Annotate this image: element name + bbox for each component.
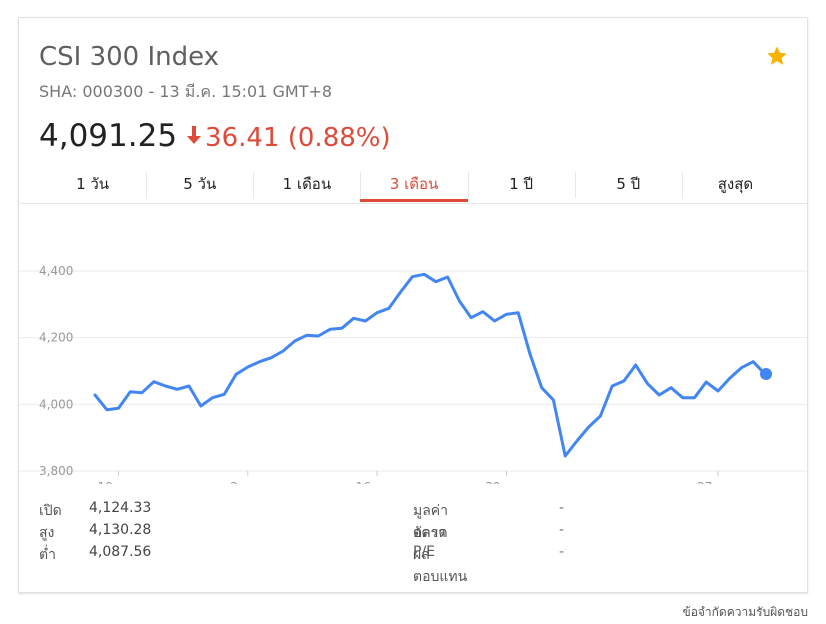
tab-range-1[interactable]: 5 วัน xyxy=(146,168,253,202)
tab-range-4[interactable]: 1 ปี xyxy=(467,168,575,202)
y-tick-label-2: 4,000 xyxy=(39,397,73,411)
tab-range-6[interactable]: สูงสุด xyxy=(681,168,789,202)
stat-value-pe-ratio: - xyxy=(559,522,565,538)
y-tick-label-1: 4,200 xyxy=(39,331,73,345)
stat-label-yield: ผลตอบแทน xyxy=(413,547,468,585)
x-tick-label-3: 30 ม.ค. xyxy=(485,480,528,484)
tabs-divider xyxy=(19,203,807,204)
stat-label-market-cap: มูลค่าตลาด xyxy=(413,503,449,541)
stock-card: CSI 300 Index SHA: 000300 - 13 มี.ค. 15:… xyxy=(18,17,808,593)
range-tabs: 1 วัน 5 วัน 1 เดือน 3 เดือน 1 ปี 5 ปี สูงสุด xyxy=(39,168,789,202)
arrow-down-icon xyxy=(187,125,202,149)
price-chart[interactable]: 4,400 4,200 4,000 3,800 19 ธ.ค. 2 ม.ค. 16 ม.ค.… xyxy=(19,204,807,484)
x-tick-label-2: 16 ม.ค. xyxy=(356,480,399,484)
stock-subtitle: SHA: 000300 - 13 มี.ค. 15:01 GMT+8 xyxy=(39,82,333,101)
last-point-marker xyxy=(760,368,772,380)
price-change: 36.41 (0.88%) xyxy=(205,123,391,153)
tab-range-3[interactable]: 3 เดือน xyxy=(360,168,468,202)
stat-value-market-cap: - xyxy=(559,500,565,516)
stat-value-low: 4,087.56 xyxy=(89,544,152,560)
star-icon[interactable] xyxy=(765,44,789,68)
disclaimer-link[interactable]: ข้อจำกัดความรับผิดชอบ xyxy=(682,605,808,619)
tab-range-2[interactable]: 1 เดือน xyxy=(253,168,360,202)
x-tick-label-1: 2 ม.ค. xyxy=(230,480,265,484)
stat-label-high: สูง xyxy=(39,525,55,541)
current-price: 4,091.25 xyxy=(39,118,178,154)
y-tick-label-0: 4,400 xyxy=(39,264,73,278)
x-tick-label-0: 19 ธ.ค. xyxy=(97,480,139,484)
tab-range-0[interactable]: 1 วัน xyxy=(76,175,110,193)
y-tick-label-3: 3,800 xyxy=(39,464,73,478)
price-row: 4,091.25 36.41 (0.88%) xyxy=(39,118,391,154)
tab-range-5[interactable]: 5 ปี xyxy=(574,168,682,202)
stat-value-open: 4,124.33 xyxy=(89,500,152,516)
stock-title: CSI 300 Index xyxy=(39,42,220,72)
series-line xyxy=(93,272,767,458)
stat-label-pe-ratio: อัตรา P/E xyxy=(413,525,446,560)
stat-label-open: เปิด xyxy=(39,503,62,519)
stat-value-high: 4,130.28 xyxy=(89,522,152,538)
x-tick-label-4: 27 ก.พ. xyxy=(697,480,739,484)
stat-label-low: ต่ำ xyxy=(39,547,56,563)
stat-value-yield: - xyxy=(559,544,565,560)
